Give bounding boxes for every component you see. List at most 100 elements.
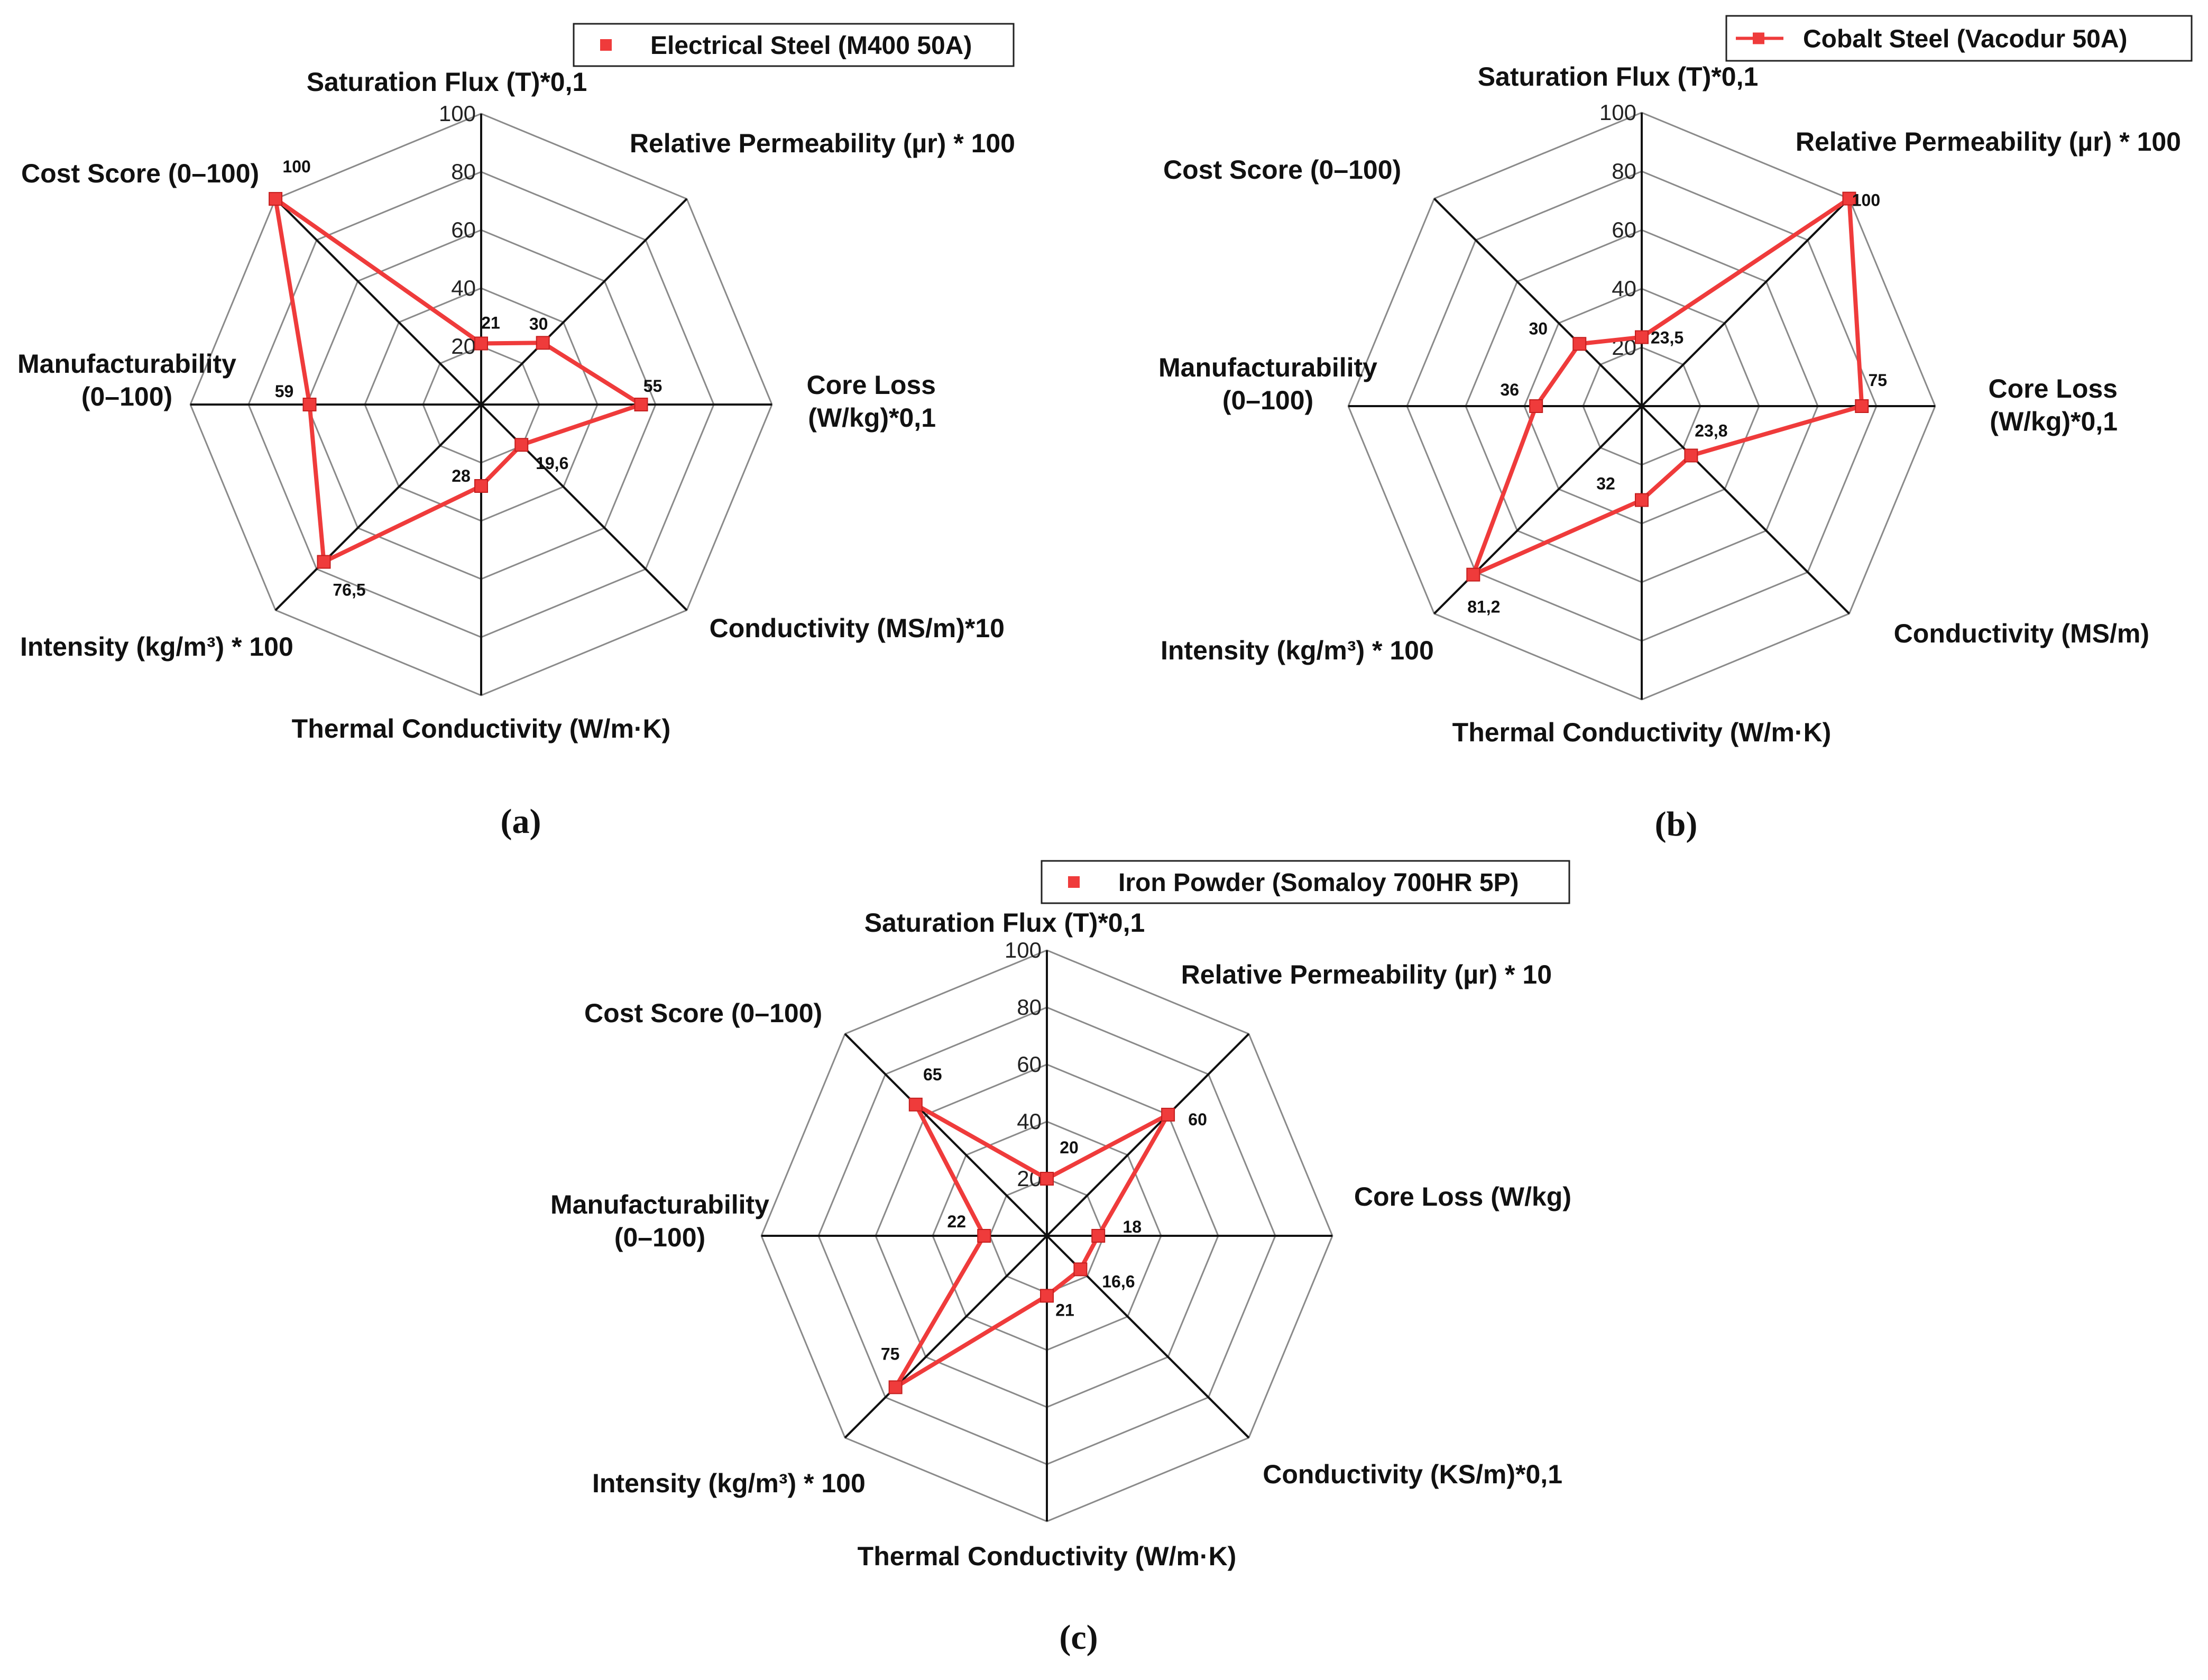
data-point-manufacturability-0-100 [977,1229,991,1243]
data-label-thermal-conductivity-w-m-k: 21 [1055,1300,1074,1319]
data-point-core-loss-w-kg-0-1 [1855,399,1869,413]
data-label-thermal-conductivity-w-m-k: 32 [1596,474,1615,493]
tick-label-40: 40 [1612,276,1636,301]
axis-label-core-loss-w-kg-0-1: Core Loss (W/kg)*0,1 [806,370,936,433]
axis-label-core-loss-w-kg-0-1: Core Loss (W/kg)*0,1 [1988,374,2118,436]
panel-caption: (b) [1655,805,1698,843]
data-label-cost-score-0-100: 65 [923,1065,942,1084]
data-point-intensity-kg-m-100 [317,555,331,569]
legend-label: Iron Powder (Somaloy 700HR 5P) [1118,869,1519,897]
data-point-core-loss-w-kg-0-1 [634,398,648,411]
legend-box [1725,15,2193,62]
tick-label-40: 40 [1017,1109,1042,1134]
tick-label-60: 60 [1017,1052,1042,1077]
axis-label-conductivity-ks-m-0-1: Conductivity (KS/m)*0,1 [1263,1459,1562,1489]
axis-label-saturation-flux-t-0-1: Saturation Flux (T)*0,1 [864,908,1145,938]
axis-label-manufacturability-0-100: Manufacturability (0–100) [17,349,236,411]
data-point-manufacturability-0-100 [302,398,317,411]
axis-spoke-relative-permeability-r-100 [1641,198,1850,407]
axis-label-cost-score-0-100: Cost Score (0–100) [21,159,259,188]
data-point-relative-permeability-r-10 [1161,1107,1175,1122]
data-label-conductivity-ks-m-0-1: 16,6 [1102,1272,1135,1291]
data-label-intensity-kg-m-100: 75 [881,1344,900,1363]
data-point-cost-score-0-100 [1572,337,1587,351]
data-label-relative-permeability-r-100: 100 [1852,191,1880,210]
axis-spoke-relative-permeability-r-100 [480,198,688,406]
axis-label-cost-score-0-100: Cost Score (0–100) [1163,155,1401,185]
legend-label: Electrical Steel (M400 50A) [650,32,972,60]
axis-label-cost-score-0-100: Cost Score (0–100) [584,998,822,1028]
data-label-thermal-conductivity-w-m-k: 28 [452,466,471,485]
data-label-intensity-kg-m-100: 76,5 [333,581,365,600]
axis-label-saturation-flux-t-0-1: Saturation Flux (T)*0,1 [307,67,587,97]
legend-marker [1068,876,1080,888]
axis-label-relative-permeability-r-100: Relative Permeability (µr) * 100 [630,128,1015,158]
tick-label-60: 60 [451,217,476,242]
data-label-core-loss-w-kg-0-1: 55 [643,377,663,396]
panel-caption: (c) [1059,1618,1098,1657]
data-point-saturation-flux-t-0-1 [1635,330,1649,344]
data-label-manufacturability-0-100: 36 [1500,380,1519,399]
data-point-core-loss-w-kg [1091,1229,1106,1243]
axis-label-thermal-conductivity-w-m-k: Thermal Conductivity (W/m·K) [858,1541,1237,1571]
legend: Iron Powder (Somaloy 700HR 5P) [1041,860,1570,904]
data-point-cost-score-0-100 [908,1097,923,1112]
axis-label-conductivity-ms-m: Conductivity (MS/m) [1894,619,2149,648]
data-label-core-loss-w-kg: 18 [1123,1217,1142,1236]
axis-spoke-conductivity-ms-m [1641,405,1850,614]
data-label-cost-score-0-100: 30 [1529,319,1548,338]
tick-label-100: 100 [1599,100,1636,125]
data-label-intensity-kg-m-100: 81,2 [1467,598,1500,617]
data-point-saturation-flux-t-0-1 [474,336,488,351]
data-label-conductivity-ms-m-10: 19,6 [536,454,568,473]
data-point-conductivity-ks-m-0-1 [1073,1262,1088,1277]
axis-label-relative-permeability-r-100: Relative Permeability (µr) * 100 [1796,127,2181,157]
axis-label-saturation-flux-t-0-1: Saturation Flux (T)*0,1 [1478,62,1759,91]
data-point-intensity-kg-m-100 [1466,567,1480,582]
data-label-saturation-flux-t-0-1: 21 [481,314,500,333]
data-point-relative-permeability-r-100 [1842,191,1856,206]
data-label-core-loss-w-kg-0-1: 75 [1868,371,1887,390]
tick-label-100: 100 [439,101,476,126]
radar-chart-3: 2040608010020601816,621752265Saturation … [550,860,1571,1657]
legend-label: Cobalt Steel (Vacodur 50A) [1803,25,2127,53]
data-point-relative-permeability-r-100 [536,336,550,350]
axis-spoke-cost-score-0-100 [844,1033,1048,1237]
axis-spoke-cost-score-0-100 [274,198,482,406]
legend: Electrical Steel (M400 50A) [573,23,1015,67]
data-label-saturation-flux-t-0-1: 23,5 [1651,328,1683,347]
panel-caption: (a) [501,802,541,841]
data-point-intensity-kg-m-100 [888,1380,903,1394]
axis-label-core-loss-w-kg: Core Loss (W/kg) [1354,1182,1571,1211]
tick-label-80: 80 [1612,159,1636,183]
axis-label-intensity-kg-m-100: Intensity (kg/m³) * 100 [592,1468,866,1498]
tick-label-40: 40 [451,276,476,300]
tick-label-100: 100 [1005,938,1042,962]
data-point-conductivity-ms-m-10 [514,438,529,452]
data-point-thermal-conductivity-w-m-k [1040,1289,1054,1303]
data-point-thermal-conductivity-w-m-k [1635,493,1649,507]
data-point-thermal-conductivity-w-m-k [474,479,488,493]
series-line [1471,196,1864,577]
axis-spoke-intensity-kg-m-100 [844,1235,1048,1439]
data-label-manufacturability-0-100: 59 [275,382,294,401]
data-label-cost-score-0-100: 100 [282,157,310,176]
legend-marker [600,39,612,51]
data-label-manufacturability-0-100: 22 [947,1212,966,1231]
axis-label-thermal-conductivity-w-m-k: Thermal Conductivity (W/m·K) [1452,718,1832,747]
axis-label-conductivity-ms-m-10: Conductivity (MS/m)*10 [710,613,1005,643]
legend-marker [1753,32,1764,44]
axis-label-manufacturability-0-100: Manufacturability (0–100) [550,1190,769,1252]
tick-label-60: 60 [1612,217,1636,242]
data-label-saturation-flux-t-0-1: 20 [1060,1138,1079,1157]
data-point-manufacturability-0-100 [1529,399,1543,413]
data-label-conductivity-ms-m: 23,8 [1695,421,1727,440]
axis-label-intensity-kg-m-100: Intensity (kg/m³) * 100 [20,632,293,662]
legend: Cobalt Steel (Vacodur 50A) [1725,15,2193,62]
data-point-cost-score-0-100 [269,192,283,206]
legend-box [573,23,1015,67]
legend-box [1041,860,1570,904]
axis-label-manufacturability-0-100: Manufacturability (0–100) [1158,353,1377,415]
tick-label-80: 80 [451,159,476,184]
